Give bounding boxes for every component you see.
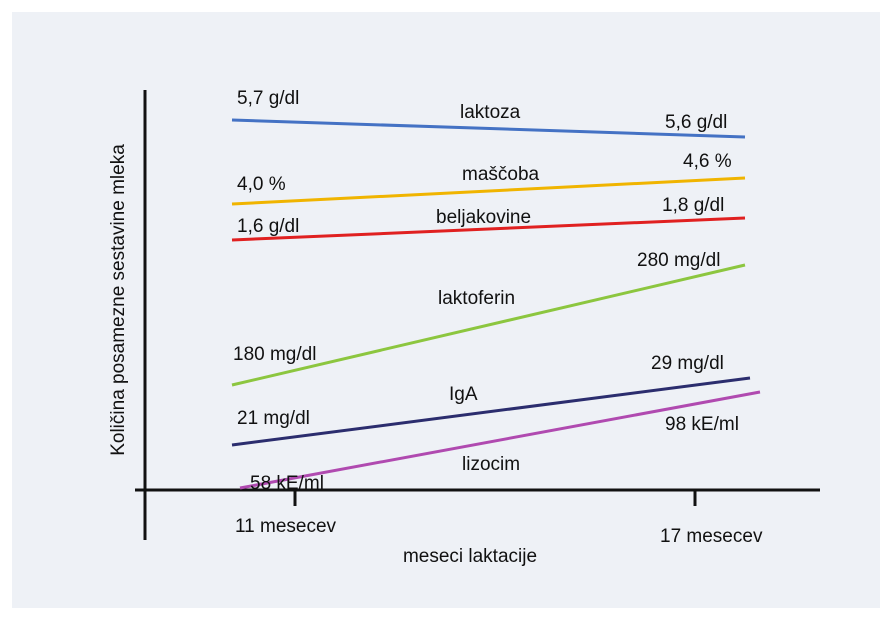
x-tick-label: 17 mesecev [660,526,763,547]
end-label: 98 kE/ml [665,414,739,435]
end-label: 29 mg/dl [651,353,724,374]
line-name: laktoferin [438,288,515,309]
start-label: 180 mg/dl [233,344,316,365]
start-label: 1,6 g/dl [237,216,299,237]
end-label: 280 mg/dl [637,250,720,271]
start-label: 21 mg/dl [237,408,310,429]
series-line [239,390,761,490]
series-line [231,263,746,387]
end-label: 5,6 g/dl [665,112,727,133]
line-name: lizocim [462,454,520,475]
x-tick-label: 11 mesecev [235,516,337,537]
series-line [231,216,746,242]
start-label: 4,0 % [237,174,286,195]
line-name: laktoza [460,102,521,123]
line-name: IgA [449,384,478,405]
start-label: 58 kE/ml [250,473,324,494]
line-name: beljakovine [436,207,531,228]
series-line [231,376,751,447]
series-line [231,118,746,139]
end-label: 1,8 g/dl [662,195,724,216]
line-name: maščoba [462,164,540,185]
series-line [231,176,746,206]
panel [12,12,880,608]
end-label: 4,6 % [683,151,732,172]
x-axis-label: meseci laktacije [403,546,537,567]
start-label: 5,7 g/dl [237,88,299,109]
y-axis-label: Količina posamezne sestavine mleka [108,144,129,456]
